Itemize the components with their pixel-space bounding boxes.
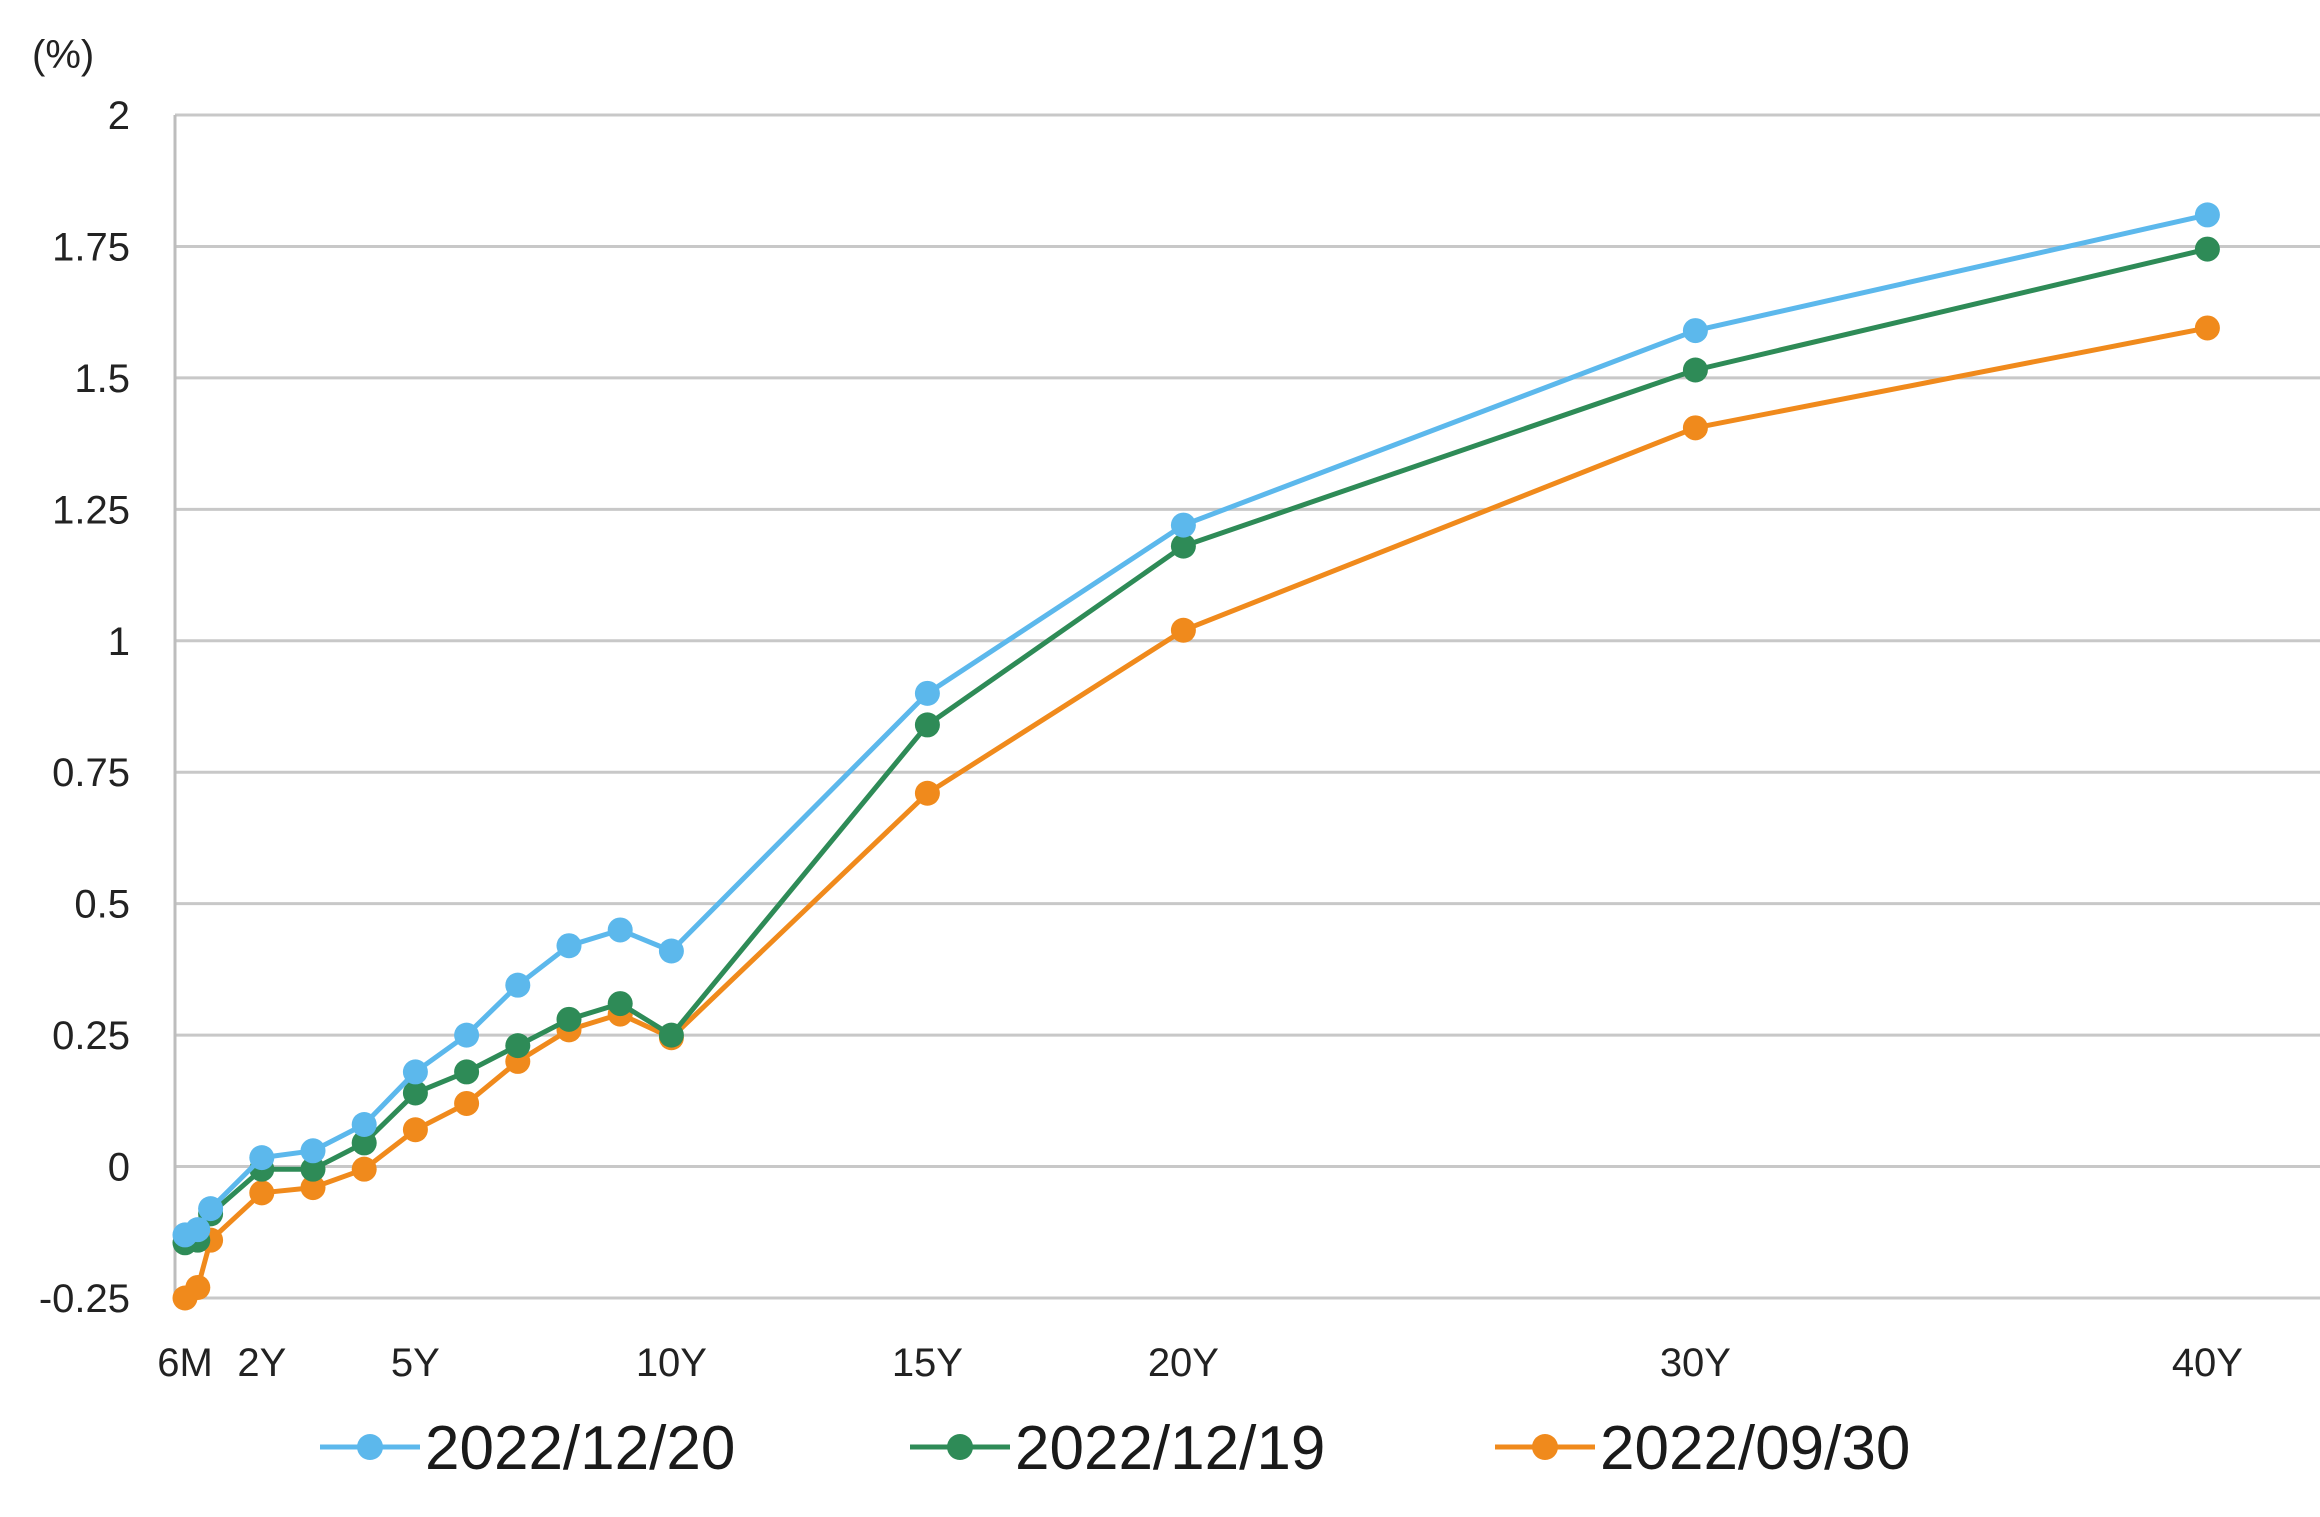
data-point — [658, 938, 684, 964]
data-point — [402, 1059, 428, 1085]
series-line — [184, 246, 2208, 1246]
data-point — [914, 780, 940, 806]
legend-marker — [947, 1434, 973, 1460]
x-tick-label: 5Y — [391, 1341, 440, 1385]
series-lines — [172, 202, 2220, 1311]
series-1 — [172, 202, 2220, 1248]
data-point — [351, 1130, 377, 1156]
y-axis-tick-labels: -0.25 0 0.25 0.5 0.75 1 1.25 1.5 1.75 2 — [39, 94, 130, 1321]
data-point — [300, 1156, 326, 1182]
series-line — [184, 212, 2208, 1238]
data-point — [249, 1145, 275, 1171]
y-axis-unit-label: (%) — [32, 33, 94, 77]
grid-lines — [175, 113, 2320, 1300]
data-point — [185, 1217, 211, 1243]
data-point — [185, 1274, 211, 1300]
data-point — [2194, 236, 2220, 262]
legend-label: 2022/09/30 — [1600, 1414, 1910, 1483]
legend-marker — [1532, 1434, 1558, 1460]
data-point — [198, 1196, 224, 1222]
y-tick-label: 0.5 — [74, 883, 130, 927]
data-point — [351, 1111, 377, 1137]
data-point — [607, 991, 633, 1017]
data-point — [351, 1156, 377, 1182]
data-point — [607, 917, 633, 943]
data-point — [1170, 512, 1196, 538]
data-point — [300, 1175, 326, 1201]
series-3 — [172, 315, 2220, 1311]
data-point — [249, 1180, 275, 1206]
data-point — [454, 1059, 480, 1085]
y-tick-label: 2 — [108, 94, 130, 138]
data-point — [914, 680, 940, 706]
y-tick-label: 1.75 — [52, 225, 130, 269]
x-tick-label: 6M — [157, 1341, 213, 1385]
data-point — [914, 712, 940, 738]
legend: 2022/12/20 2022/12/19 2022/09/30 — [320, 1414, 1910, 1483]
legend-entry-1: 2022/12/20 — [320, 1414, 735, 1483]
x-axis-tick-labels: 6M 2Y 5Y 10Y 15Y 20Y 30Y 40Y — [157, 1341, 2243, 1385]
data-point — [300, 1138, 326, 1164]
y-tick-label: 1.5 — [74, 357, 130, 401]
data-point — [402, 1117, 428, 1143]
data-point — [454, 1090, 480, 1116]
legend-entry-2: 2022/12/19 — [910, 1414, 1325, 1483]
data-point — [1682, 318, 1708, 344]
data-point — [556, 933, 582, 959]
y-tick-label: 1.25 — [52, 488, 130, 532]
data-point — [402, 1080, 428, 1106]
x-tick-label: 10Y — [636, 1341, 707, 1385]
x-tick-label: 20Y — [1148, 1341, 1219, 1385]
y-tick-label: 0.75 — [52, 751, 130, 795]
legend-label: 2022/12/19 — [1015, 1414, 1325, 1483]
x-tick-label: 15Y — [892, 1341, 963, 1385]
x-tick-label: 2Y — [237, 1341, 286, 1385]
series-line — [183, 325, 2208, 1300]
y-tick-label: 1 — [108, 620, 130, 664]
data-point — [505, 1033, 531, 1059]
y-tick-label: 0.25 — [52, 1014, 130, 1058]
data-point — [2194, 315, 2220, 341]
data-point — [505, 972, 531, 998]
y-tick-label: -0.25 — [39, 1277, 130, 1321]
data-point — [1682, 415, 1708, 441]
y-tick-label: 0 — [108, 1146, 130, 1190]
data-point — [2194, 202, 2220, 228]
data-point — [1170, 533, 1196, 559]
legend-marker — [357, 1434, 383, 1460]
data-point — [1170, 617, 1196, 643]
x-tick-label: 30Y — [1660, 1341, 1731, 1385]
data-point — [454, 1022, 480, 1048]
x-tick-label: 40Y — [2172, 1341, 2243, 1385]
data-point — [658, 1022, 684, 1048]
data-point — [1682, 357, 1708, 383]
legend-entry-3: 2022/09/30 — [1495, 1414, 1910, 1483]
legend-label: 2022/12/20 — [425, 1414, 735, 1483]
data-point — [556, 1006, 582, 1032]
